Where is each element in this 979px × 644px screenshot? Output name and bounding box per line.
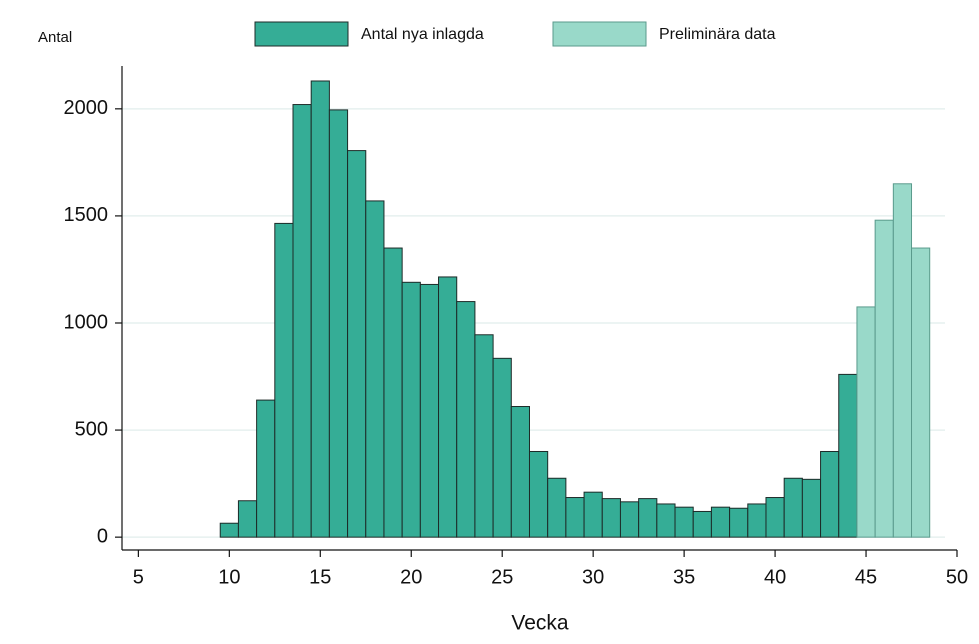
bar (292, 104, 312, 538)
bar (565, 497, 585, 538)
bar (874, 219, 894, 538)
y-tick-label: 0 (97, 525, 108, 547)
y-tick-label: 1000 (64, 311, 109, 333)
bar (528, 450, 549, 538)
x-tick-label: 10 (218, 566, 240, 588)
bar (820, 450, 840, 538)
y-tick-label: 1500 (64, 204, 109, 226)
bar (328, 109, 349, 538)
bar (492, 357, 512, 538)
x-tick-label: 30 (582, 566, 604, 588)
bar (710, 506, 731, 538)
bar (583, 491, 603, 538)
x-tick-label: 5 (133, 566, 144, 588)
legend-label: Antal nya inlagda (361, 26, 484, 43)
legend-swatch (552, 21, 647, 47)
x-tick-label: 15 (309, 566, 331, 588)
bar (838, 373, 858, 538)
bar (438, 276, 458, 538)
legend-label: Preliminära data (659, 26, 776, 43)
x-axis-label: Vecka (511, 612, 569, 635)
bar (256, 399, 276, 538)
x-tick-label: 20 (400, 566, 422, 588)
bar (765, 497, 785, 538)
x-tick-label: 40 (764, 566, 786, 588)
bar (911, 247, 931, 538)
bar (619, 501, 640, 538)
bar (310, 80, 330, 538)
bar (365, 200, 385, 538)
y-tick-label: 500 (75, 418, 108, 440)
bar (510, 406, 530, 538)
bar (347, 150, 367, 538)
bar (856, 306, 876, 538)
bar (474, 334, 494, 538)
y-tick-label: 2000 (64, 97, 109, 119)
x-tick-label: 35 (673, 566, 695, 588)
bar (638, 498, 658, 538)
bar (674, 506, 694, 538)
legend-swatch (254, 21, 349, 47)
bar (747, 503, 767, 538)
bar (274, 222, 294, 538)
bar (601, 498, 621, 538)
bar (401, 281, 421, 538)
bar (456, 301, 476, 538)
x-tick-label: 50 (946, 566, 968, 588)
bar (547, 477, 567, 538)
bar (237, 500, 258, 538)
bar (801, 478, 822, 538)
x-tick-label: 45 (855, 566, 877, 588)
bar (892, 183, 913, 538)
bar (419, 283, 440, 538)
bar (383, 247, 403, 538)
bar (656, 503, 676, 538)
bar (783, 477, 803, 538)
x-tick-label: 25 (491, 566, 513, 588)
bar (692, 510, 712, 538)
bar (219, 522, 239, 538)
y-axis-label: Antal (38, 29, 72, 46)
bar (729, 507, 749, 538)
